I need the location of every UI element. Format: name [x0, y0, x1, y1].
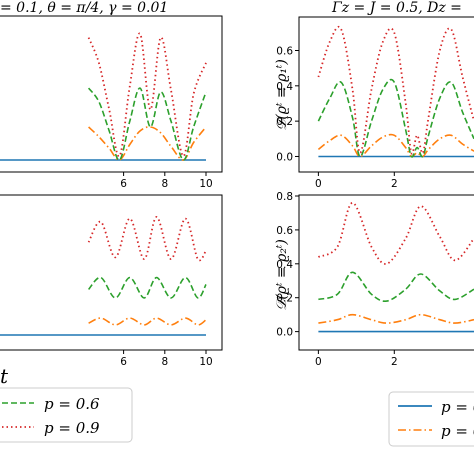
axes-frame-top-left: [0, 15, 223, 173]
series-line-bottom-right-3: [317, 201, 474, 265]
x-tick-label: 0: [315, 178, 322, 190]
legend-right: p = 0 p = 0: [388, 391, 474, 447]
panel-bottom-right: 0 2 0.0 0.2 0.4 0.6 0.8: [276, 191, 474, 368]
series-line-bottom-left-2: [87, 276, 207, 299]
y-tick-label: 0.0: [276, 151, 293, 163]
x-tick-label: 2: [391, 178, 398, 190]
y-tick-label: 0.4: [276, 259, 293, 271]
axes-frame-bottom-right: [298, 194, 474, 351]
y-tick-label: 0.2: [276, 116, 293, 128]
panel-top-left: 6 8 10: [0, 15, 223, 190]
legend-label-p09: p = 0.9: [44, 419, 100, 437]
x-tick-label: 10: [199, 356, 212, 368]
series-line-bottom-left-3: [87, 215, 207, 262]
y-tick-label: 0.4: [276, 81, 293, 93]
legend-label-p0: p = 0: [441, 398, 474, 416]
series-line-top-right-1: [317, 133, 474, 158]
axes-frame-top-right: [298, 16, 474, 173]
y-tick-label: 0.6: [276, 45, 293, 57]
series-line-top-left-3: [87, 32, 207, 158]
legend-label-p03: p = 0: [441, 422, 474, 440]
x-axis-label: t: [0, 364, 9, 388]
legend-left-frame: [0, 387, 133, 443]
panel-top-right: 0 2 0.0 0.2 0.4 0.6: [276, 16, 474, 190]
y-tick-label: 0.0: [276, 327, 293, 339]
series-line-bottom-right-2: [318, 271, 474, 303]
series-line-top-left-1: [88, 126, 207, 161]
y-tick-label: 0.2: [276, 293, 293, 305]
y-axis-label-right-bottom: 𝒟(ϱᵗ ≡ ϱ₂ᵗ): [274, 239, 290, 311]
x-tick-label: 0: [315, 356, 322, 368]
y-tick-label: 0.8: [276, 191, 293, 203]
y-axis-label-right-top: 𝒟(ϱᵗ ≡ ϱ₁ᵗ): [274, 59, 290, 131]
series-line-bottom-left-1: [88, 317, 207, 326]
series-line-top-right-2: [317, 78, 474, 158]
series-line-top-left-2: [87, 87, 207, 161]
legend-label-p06: p = 0.6: [44, 395, 100, 413]
series-line-bottom-right-1: [318, 313, 474, 324]
x-tick-label: 10: [199, 178, 212, 190]
y-tick-label: 0.6: [276, 225, 293, 237]
x-tick-label: 8: [161, 356, 168, 368]
x-tick-label: 6: [120, 178, 127, 190]
left-panel-title: = 0.1, θ = π/4, γ = 0.01: [0, 0, 168, 16]
right-panel-title: Γz = J = 0.5, Dz =: [331, 0, 462, 16]
x-tick-label: 2: [391, 356, 398, 368]
legend-left: p = 0.6 p = 0.9: [0, 387, 133, 443]
x-tick-label: 8: [161, 178, 168, 190]
axes-frame-bottom-left: [0, 194, 223, 351]
panel-bottom-left: 6 8 10: [0, 194, 223, 368]
x-tick-label: 6: [120, 356, 127, 368]
